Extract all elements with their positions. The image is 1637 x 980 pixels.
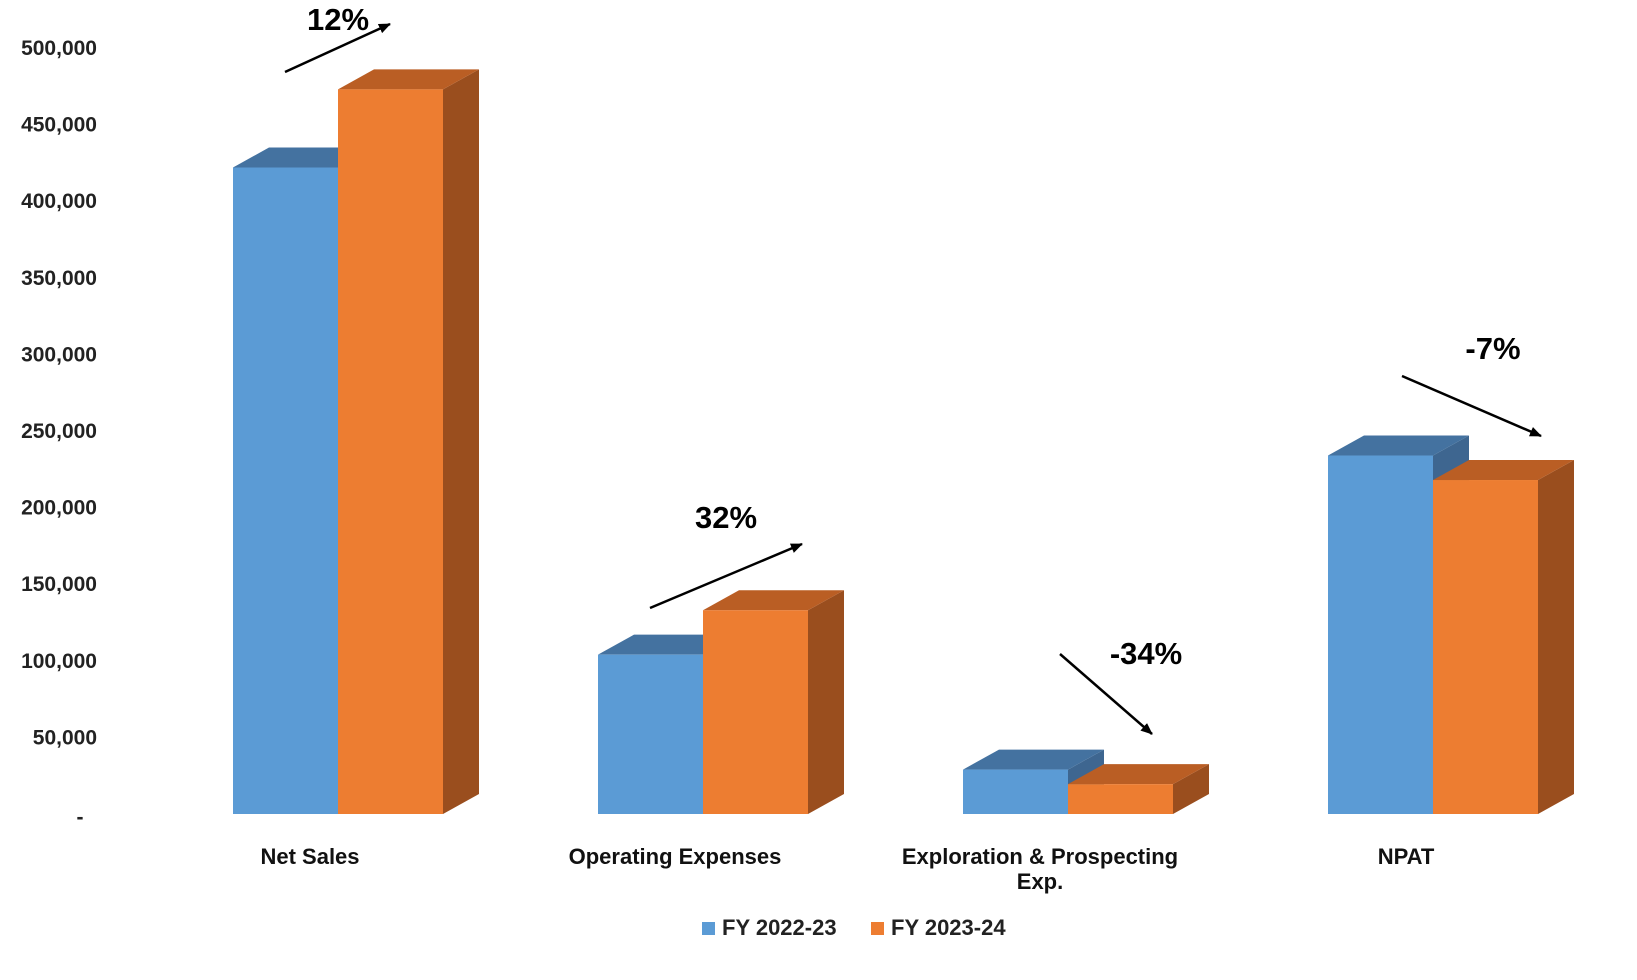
- x-category-label: Exploration & Prospecting: [902, 844, 1178, 869]
- legend-item: FY 2022-23: [702, 915, 837, 940]
- y-tick-label: 500,000: [21, 37, 97, 60]
- bar-front: [963, 769, 1068, 814]
- y-tick-label: 200,000: [21, 497, 97, 520]
- bar-top: [1433, 460, 1574, 481]
- y-tick-label: 450,000: [21, 114, 97, 137]
- y-axis: - 50,000 100,000 150,000 200,000 250,000 300,0…: [21, 37, 97, 829]
- y-tick-label: 400,000: [21, 190, 97, 213]
- change-arrow: [1401, 374, 1542, 438]
- bar-top: [963, 749, 1104, 770]
- x-category-label: Net Sales: [260, 844, 359, 869]
- y-tick-label: 100,000: [21, 650, 97, 673]
- bar-side: [443, 69, 479, 814]
- bar-top: [1068, 764, 1209, 785]
- bars-group: [233, 69, 1574, 815]
- y-tick-label: 350,000: [21, 267, 97, 290]
- x-category-label: NPAT: [1378, 844, 1435, 869]
- bar: [1068, 764, 1209, 814]
- bar-top: [703, 590, 844, 611]
- bar-front: [1068, 784, 1173, 814]
- legend-item: FY 2023-24: [871, 915, 1006, 940]
- category-labels: Net Sales Operating Expenses Exploration &…: [260, 844, 1434, 894]
- legend: FY 2022-23 FY 2023-24: [702, 915, 1006, 940]
- change-percent-label: 12%: [307, 2, 369, 37]
- annotations-group: 12% 32% -34% -7%: [284, 2, 1542, 735]
- bar-side: [1538, 460, 1574, 814]
- change-percent-label: -7%: [1465, 331, 1520, 366]
- legend-swatch: [871, 922, 884, 935]
- x-category-label: Operating Expenses: [569, 844, 782, 869]
- bar-front: [703, 610, 808, 814]
- bar-front: [233, 167, 338, 815]
- change-percent-label: -34%: [1110, 636, 1182, 671]
- change-arrow: [1059, 653, 1153, 735]
- bar: [338, 69, 479, 814]
- y-tick-label: 300,000: [21, 343, 97, 366]
- change-arrow: [649, 542, 803, 610]
- change-percent-label: 32%: [695, 500, 757, 535]
- bar-top: [338, 69, 479, 90]
- bar: [1433, 460, 1574, 814]
- y-tick-label: 50,000: [33, 726, 97, 749]
- legend-label: FY 2023-24: [891, 915, 1006, 940]
- y-tick-label: 250,000: [21, 420, 97, 443]
- bar-front: [338, 89, 443, 814]
- bar-front: [1328, 455, 1433, 814]
- bar-side: [808, 590, 844, 814]
- bar-top: [1328, 435, 1469, 456]
- change-arrow: [284, 22, 391, 74]
- bar-front: [598, 654, 703, 814]
- x-category-label: Exp.: [1017, 869, 1063, 894]
- y-tick-label: 150,000: [21, 573, 97, 596]
- bar-front: [1433, 480, 1538, 814]
- legend-swatch: [702, 922, 715, 935]
- bar-side: [1173, 764, 1209, 814]
- legend-label: FY 2022-23: [722, 915, 837, 940]
- y-tick-label: -: [77, 806, 84, 829]
- bar: [703, 590, 844, 814]
